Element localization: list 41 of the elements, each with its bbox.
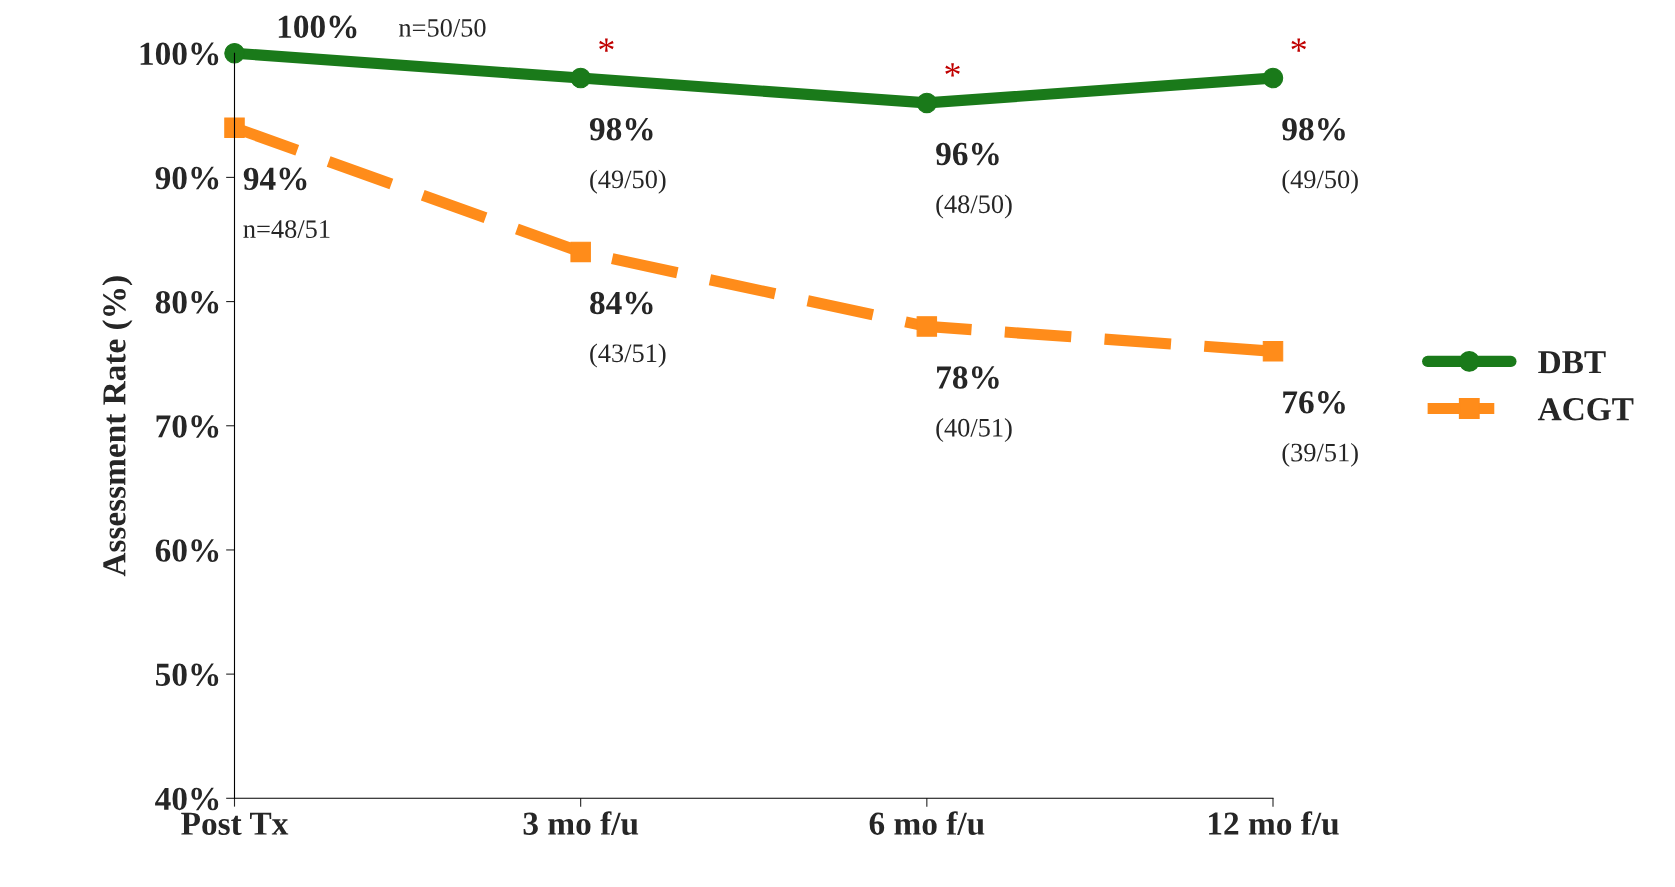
legend-label: DBT [1538, 351, 1606, 374]
text: n=50/50 [398, 18, 486, 37]
point [224, 42, 245, 64]
x-tick-label: Post Tx [181, 812, 289, 835]
data-label: 84% [590, 291, 653, 315]
annotation: * [945, 63, 960, 77]
y-tick-label: 40% [155, 787, 219, 811]
x-tick-label: 6 mo f/u [869, 811, 985, 836]
annotation: (48/50) [936, 194, 1012, 219]
y-tick-label: 70% [156, 415, 219, 438]
y-tick-label: 50% [155, 663, 219, 687]
point [916, 316, 938, 337]
annotation: * [1291, 38, 1306, 52]
annotation: * [599, 38, 614, 52]
data-label: 94% [243, 167, 307, 191]
y-tick-label: 60% [155, 539, 219, 562]
point [1262, 341, 1284, 362]
text: (39/51) [1282, 442, 1358, 467]
data-label: 78% [937, 366, 999, 389]
data-label: 76% [1283, 391, 1345, 414]
point [1262, 67, 1284, 89]
annotation: (43/51) [590, 343, 666, 368]
annotation: n=48/51 [243, 220, 330, 238]
point [570, 67, 591, 89]
point [224, 117, 245, 138]
data-label: 100% [278, 15, 357, 39]
y-tick-label: 90% [155, 166, 219, 190]
data-label: 98% [1282, 117, 1345, 141]
annotation: (40/51) [936, 418, 1012, 443]
y-tick-label: 100% [140, 42, 219, 66]
annotation: (49/50) [590, 169, 666, 194]
data-label: 98% [589, 117, 653, 141]
y-axis-title: Assessment Rate (%) [102, 276, 133, 577]
point [916, 92, 938, 114]
y-tick-label: 80% [155, 290, 219, 314]
data-label: 96% [936, 142, 999, 166]
point [570, 241, 591, 263]
x-tick-label: 3 mo f/u [523, 811, 639, 836]
x-tick-label: 12 mo f/u [1209, 811, 1339, 836]
legend-label: ACGT [1537, 398, 1634, 421]
text: (49/50) [1282, 169, 1358, 194]
